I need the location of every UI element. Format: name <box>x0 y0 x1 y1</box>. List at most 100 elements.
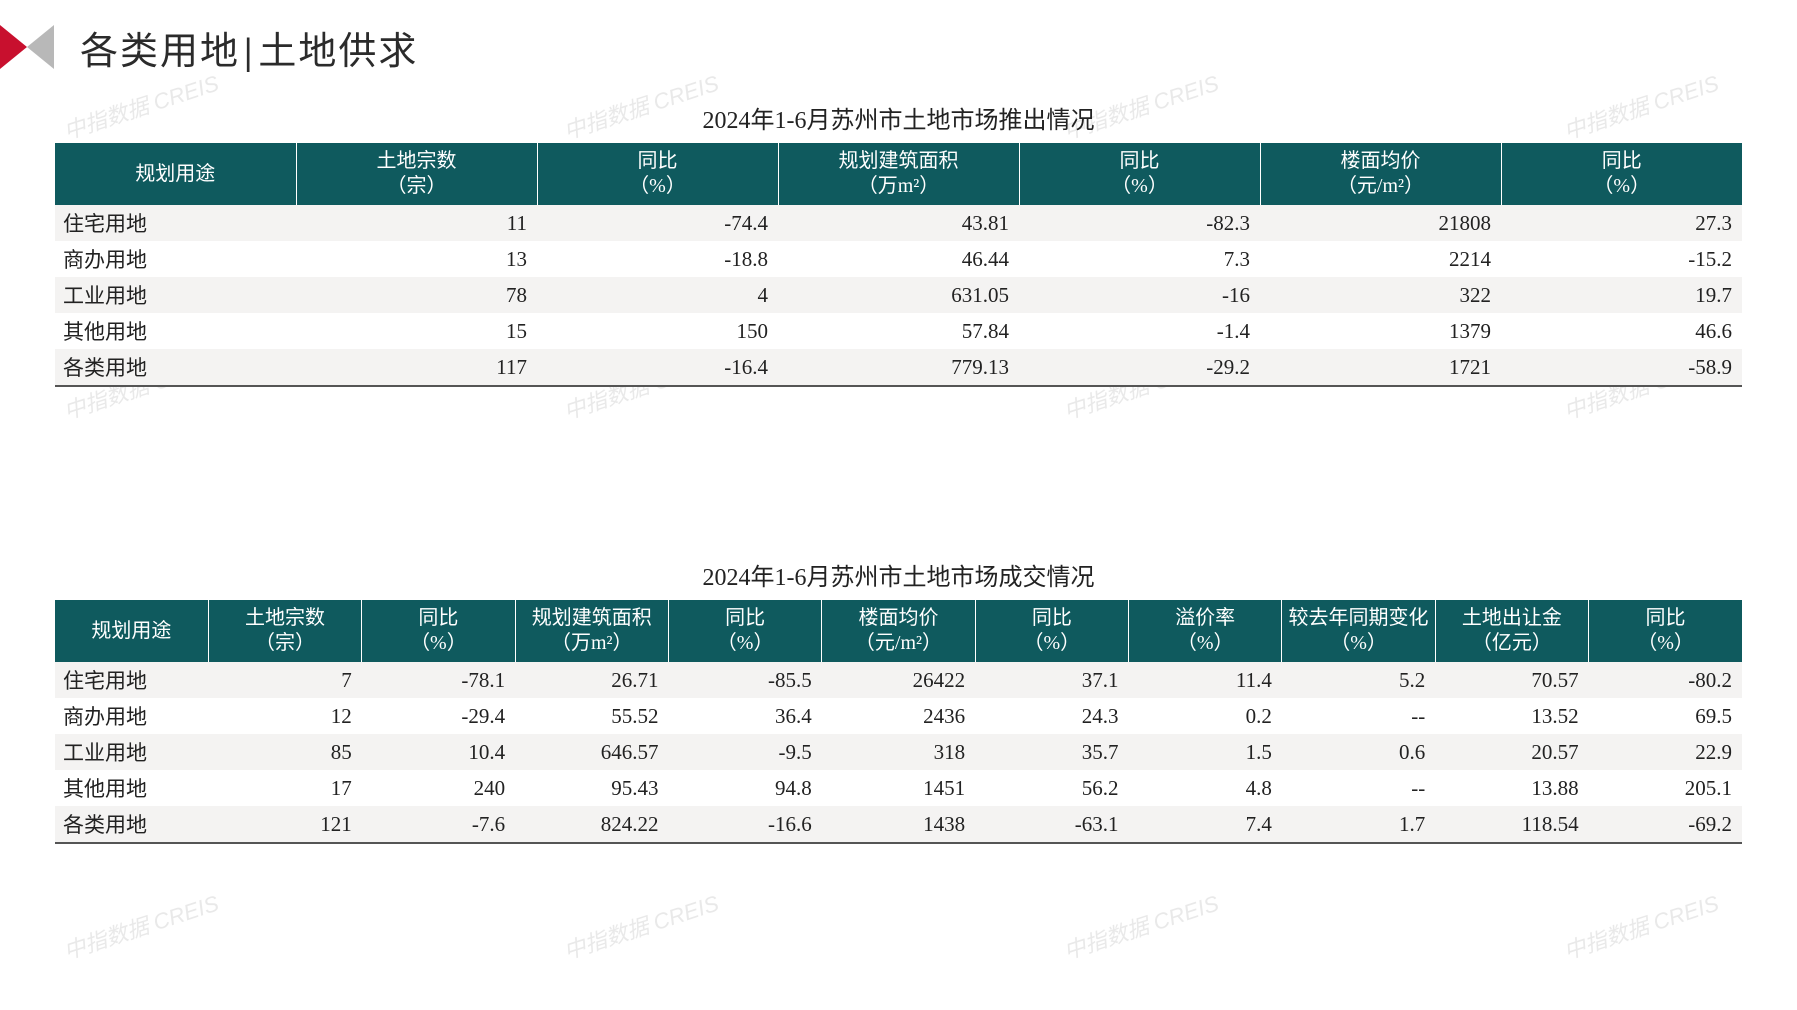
cell-value: 7.3 <box>1019 241 1260 277</box>
row-label: 各类用地 <box>55 349 296 386</box>
col-header: 规划建筑面积（万m²） <box>778 143 1019 205</box>
table-row: 商办用地13-18.846.447.32214-15.2 <box>55 241 1742 277</box>
cell-value: -7.6 <box>362 806 515 843</box>
cell-value: -69.2 <box>1589 806 1742 843</box>
cell-value: 13.88 <box>1435 770 1588 806</box>
watermark: 中指数据 CREIS <box>1559 886 1722 966</box>
watermark: 中指数据 CREIS <box>59 886 222 966</box>
row-label: 住宅用地 <box>55 662 208 698</box>
row-label: 其他用地 <box>55 313 296 349</box>
row-label: 住宅用地 <box>55 205 296 241</box>
header-logo-block: 各类用地|土地供求 <box>0 20 418 75</box>
cell-value: -- <box>1282 698 1435 734</box>
col-header: 同比（%） <box>975 600 1128 662</box>
col-header: 规划用途 <box>55 143 296 205</box>
col-header: 同比（%） <box>1501 143 1742 205</box>
table1-title: 2024年1-6月苏州市土地市场推出情况 <box>55 100 1742 135</box>
col-header: 楼面均价（元/m²） <box>822 600 975 662</box>
table1: 规划用途土地宗数（宗）同比（%）规划建筑面积（万m²）同比（%）楼面均价（元/m… <box>55 143 1742 387</box>
cell-value: 322 <box>1260 277 1501 313</box>
watermark: 中指数据 CREIS <box>559 886 722 966</box>
table-row: 住宅用地11-74.443.81-82.32180827.3 <box>55 205 1742 241</box>
cell-value: 1379 <box>1260 313 1501 349</box>
cell-value: 46.6 <box>1501 313 1742 349</box>
cell-value: 57.84 <box>778 313 1019 349</box>
cell-value: 0.6 <box>1282 734 1435 770</box>
cell-value: 205.1 <box>1589 770 1742 806</box>
cell-value: 779.13 <box>778 349 1019 386</box>
cell-value: 2214 <box>1260 241 1501 277</box>
cell-value: 117 <box>296 349 537 386</box>
cell-value: 46.44 <box>778 241 1019 277</box>
table-row: 各类用地121-7.6824.22-16.61438-63.17.41.7118… <box>55 806 1742 843</box>
cell-value: -9.5 <box>668 734 821 770</box>
table-row: 工业用地784631.05-1632219.7 <box>55 277 1742 313</box>
cell-value: -- <box>1282 770 1435 806</box>
col-header: 土地宗数（宗） <box>296 143 537 205</box>
cell-value: 26.71 <box>515 662 668 698</box>
table-row: 住宅用地7-78.126.71-85.52642237.111.45.270.5… <box>55 662 1742 698</box>
cell-value: 1438 <box>822 806 975 843</box>
row-label: 工业用地 <box>55 277 296 313</box>
page-title: 各类用地|土地供求 <box>80 20 418 75</box>
cell-value: 1.5 <box>1129 734 1282 770</box>
col-header: 楼面均价（元/m²） <box>1260 143 1501 205</box>
row-label: 商办用地 <box>55 698 208 734</box>
logo-icon <box>0 25 55 70</box>
cell-value: 1451 <box>822 770 975 806</box>
cell-value: 94.8 <box>668 770 821 806</box>
cell-value: 1721 <box>1260 349 1501 386</box>
cell-value: -74.4 <box>537 205 778 241</box>
cell-value: 631.05 <box>778 277 1019 313</box>
cell-value: 11.4 <box>1129 662 1282 698</box>
cell-value: 36.4 <box>668 698 821 734</box>
cell-value: -16.6 <box>668 806 821 843</box>
cell-value: 13.52 <box>1435 698 1588 734</box>
col-header: 同比（%） <box>362 600 515 662</box>
cell-value: 24.3 <box>975 698 1128 734</box>
table-row: 各类用地117-16.4779.13-29.21721-58.9 <box>55 349 1742 386</box>
row-label: 各类用地 <box>55 806 208 843</box>
table-row: 商办用地12-29.455.5236.4243624.30.2--13.5269… <box>55 698 1742 734</box>
row-label: 其他用地 <box>55 770 208 806</box>
cell-value: -58.9 <box>1501 349 1742 386</box>
cell-value: 22.9 <box>1589 734 1742 770</box>
cell-value: 27.3 <box>1501 205 1742 241</box>
cell-value: 318 <box>822 734 975 770</box>
col-header: 同比（%） <box>1589 600 1742 662</box>
cell-value: 26422 <box>822 662 975 698</box>
row-label: 工业用地 <box>55 734 208 770</box>
cell-value: 95.43 <box>515 770 668 806</box>
cell-value: 121 <box>208 806 361 843</box>
cell-value: 240 <box>362 770 515 806</box>
table2: 规划用途土地宗数（宗）同比（%）规划建筑面积（万m²）同比（%）楼面均价（元/m… <box>55 600 1742 844</box>
title-left: 各类用地 <box>80 31 240 73</box>
cell-value: 37.1 <box>975 662 1128 698</box>
cell-value: 150 <box>537 313 778 349</box>
cell-value: 11 <box>296 205 537 241</box>
cell-value: -78.1 <box>362 662 515 698</box>
cell-value: 7 <box>208 662 361 698</box>
cell-value: 69.5 <box>1589 698 1742 734</box>
col-header: 同比（%） <box>1019 143 1260 205</box>
col-header: 土地宗数（宗） <box>208 600 361 662</box>
table-row: 其他用地1515057.84-1.4137946.6 <box>55 313 1742 349</box>
cell-value: 1.7 <box>1282 806 1435 843</box>
col-header: 溢价率（%） <box>1129 600 1282 662</box>
cell-value: 12 <box>208 698 361 734</box>
col-header: 土地出让金（亿元） <box>1435 600 1588 662</box>
cell-value: 20.57 <box>1435 734 1588 770</box>
cell-value: 17 <box>208 770 361 806</box>
cell-value: 646.57 <box>515 734 668 770</box>
cell-value: 7.4 <box>1129 806 1282 843</box>
cell-value: 2436 <box>822 698 975 734</box>
cell-value: 4 <box>537 277 778 313</box>
cell-value: 21808 <box>1260 205 1501 241</box>
cell-value: 56.2 <box>975 770 1128 806</box>
cell-value: -18.8 <box>537 241 778 277</box>
cell-value: 5.2 <box>1282 662 1435 698</box>
cell-value: -82.3 <box>1019 205 1260 241</box>
cell-value: -85.5 <box>668 662 821 698</box>
cell-value: 55.52 <box>515 698 668 734</box>
cell-value: 4.8 <box>1129 770 1282 806</box>
